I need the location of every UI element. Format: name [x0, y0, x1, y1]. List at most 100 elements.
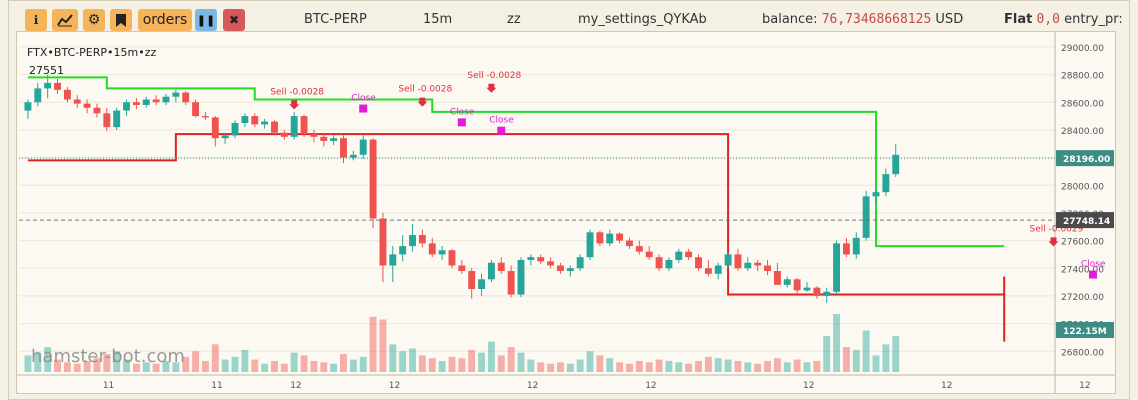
- crosshair-price-label-bg: [1056, 212, 1114, 229]
- volume-bar: [152, 363, 160, 372]
- volume-bar: [54, 359, 61, 372]
- volume-bar: [172, 362, 180, 372]
- candle-body: [606, 233, 614, 244]
- close-signal-label: Close: [489, 116, 514, 126]
- volume-bar: [241, 349, 249, 372]
- upper-band-line: [27, 76, 1005, 248]
- volume-bar: [704, 356, 712, 372]
- sell-arrow-icon: [1048, 237, 1059, 247]
- candle-body: [704, 268, 712, 274]
- volume-bar: [616, 362, 624, 372]
- entry-price-label: entry_pr:: [1064, 12, 1123, 27]
- volume-bar: [734, 360, 742, 372]
- toolbar: ℹ ⚙ orders ❚❚ ✖ BTC-PERP 15m zz my_setti…: [0, 0, 1138, 40]
- volume-bar: [635, 360, 643, 372]
- candle-body: [369, 139, 377, 219]
- volume-bar: [468, 349, 476, 372]
- y-tick-label: 28600.00: [1061, 99, 1104, 109]
- candle-body: [685, 251, 693, 258]
- candle-body: [783, 279, 791, 285]
- volume-bar: [300, 355, 308, 372]
- candle-body: [547, 261, 555, 266]
- stop-button[interactable]: ✖: [223, 9, 245, 31]
- volume-bar: [626, 363, 633, 372]
- volume-bar: [73, 363, 81, 372]
- sell-signal-label: Sell -0.0028: [270, 87, 324, 97]
- sell-arrow-icon: [486, 83, 497, 93]
- candle-body: [754, 262, 762, 266]
- volume-bar: [823, 336, 831, 372]
- x-tick-label: 12: [645, 381, 656, 391]
- position-status: Flat 0,0 entry_pr:: [1004, 12, 1123, 27]
- volume-bar: [507, 347, 515, 372]
- y-tick-label: 26800.00: [1061, 348, 1104, 358]
- close-signal-label: Close: [1081, 260, 1106, 270]
- candle-body: [330, 138, 338, 141]
- candle-body: [596, 232, 604, 244]
- candle-body: [566, 268, 574, 272]
- volume-bar: [764, 360, 771, 372]
- settings-button[interactable]: ⚙: [83, 9, 105, 31]
- info-icon: ℹ: [33, 13, 39, 27]
- candle-body: [478, 279, 486, 289]
- volume-label-bg: [1056, 322, 1114, 338]
- candle-body: [261, 121, 269, 125]
- x-tick-label: 12: [803, 381, 814, 391]
- close-marker-icon: [497, 126, 506, 135]
- lower-band-line: [27, 133, 1006, 342]
- stats-button[interactable]: [52, 9, 78, 31]
- volume-bar: [606, 358, 614, 372]
- candle-body: [231, 123, 239, 136]
- watermark: hamster-bot.com: [31, 346, 185, 367]
- volume-bar: [478, 352, 486, 372]
- pause-button[interactable]: ❚❚: [195, 9, 217, 31]
- crosshair-price-label: 27748.14: [1063, 217, 1110, 227]
- candle-body: [290, 116, 298, 137]
- sell-arrow-icon: [417, 97, 428, 107]
- volume-bar: [842, 347, 850, 372]
- volume-bar: [527, 359, 535, 372]
- candle-body: [428, 243, 436, 255]
- sell-arrow-icon: [289, 100, 300, 110]
- candle-body: [103, 113, 111, 128]
- candle-body: [773, 271, 781, 285]
- balance-label: balance: 76,73468668125 USD: [762, 12, 963, 27]
- close-signal-label: Close: [351, 94, 376, 104]
- x-tick-label: 12: [527, 381, 538, 391]
- y-tick-label: 29000.00: [1061, 44, 1104, 54]
- volume-bar: [162, 360, 170, 372]
- volume-bar: [261, 363, 269, 372]
- volume-bar: [113, 351, 121, 372]
- candle-body: [852, 237, 860, 255]
- candle-body: [537, 257, 545, 262]
- orders-button[interactable]: orders: [138, 9, 192, 31]
- volume-bar: [132, 363, 140, 372]
- pause-icon: ❚❚: [196, 13, 216, 27]
- candle-body: [586, 232, 594, 258]
- candle-body: [438, 250, 446, 255]
- y-tick-label: 28400.00: [1061, 127, 1104, 137]
- candle-body: [793, 279, 801, 291]
- bookmark-button[interactable]: [110, 9, 132, 31]
- volume-bar: [142, 362, 150, 372]
- close-marker-icon: [1088, 270, 1097, 279]
- sell-signal-label: Sell -0.0028: [467, 71, 521, 81]
- candle-body: [724, 254, 732, 266]
- chart-canvas[interactable]: 29000.0028800.0028600.0028400.0028200.00…: [17, 32, 1116, 394]
- candle-body: [764, 265, 771, 272]
- candle-body: [813, 287, 821, 296]
- candle-body: [379, 218, 387, 266]
- candle-body: [458, 265, 466, 272]
- close-marker-icon: [457, 118, 466, 127]
- info-button[interactable]: ℹ: [25, 9, 47, 31]
- volume-bar: [695, 360, 702, 372]
- candle-body: [113, 110, 121, 128]
- candle-body: [172, 92, 180, 97]
- volume-bar: [34, 352, 42, 372]
- current-price-label-bg: [1056, 150, 1114, 167]
- y-tick-label: 27200.00: [1061, 293, 1104, 303]
- price-chart[interactable]: 29000.0028800.0028600.0028400.0028200.00…: [16, 31, 1116, 394]
- balance-currency: USD: [935, 12, 964, 27]
- position-value: 0,0: [1036, 12, 1060, 27]
- volume-bar: [83, 360, 91, 372]
